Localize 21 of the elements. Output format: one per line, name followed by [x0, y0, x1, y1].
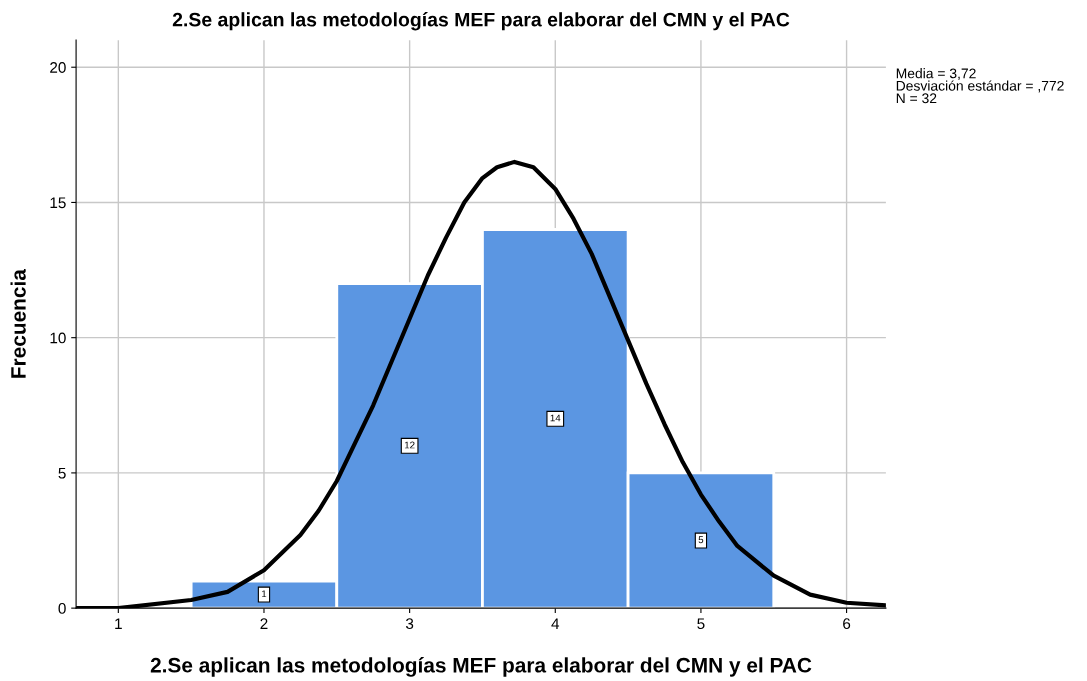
x-axis-title: 2.Se aplican las metodologías MEF para elaborar del CMN y el PAC	[150, 657, 812, 677]
y-tick-label: 5	[58, 467, 66, 479]
data-label: 12	[404, 441, 415, 449]
chart-title: 2.Se aplican las metodologías MEF para elaborar del CMN y el PAC	[172, 12, 790, 31]
y-tick-label: 15	[50, 197, 66, 209]
x-tick-label: 2	[260, 618, 268, 629]
y-axis-title: Frecuencia	[10, 269, 26, 378]
data-label: 5	[698, 536, 704, 544]
text: Desviación estándar = ,772	[896, 80, 1064, 93]
x-tick-label: 4	[551, 618, 560, 629]
x-tick-label: 6	[843, 618, 851, 630]
y-tick-label: 20	[50, 62, 66, 73]
y-tick-label: 0	[58, 603, 66, 614]
text: Media = 3,72	[896, 68, 976, 80]
x-tick-label: 3	[405, 618, 414, 630]
x-tick-label: 5	[697, 618, 705, 630]
text: N = 32	[896, 93, 937, 104]
x-tick-label: 1	[115, 618, 122, 629]
data-label: 14	[550, 414, 561, 422]
y-tick-label: 10	[50, 332, 66, 344]
data-label: 1	[262, 590, 267, 598]
